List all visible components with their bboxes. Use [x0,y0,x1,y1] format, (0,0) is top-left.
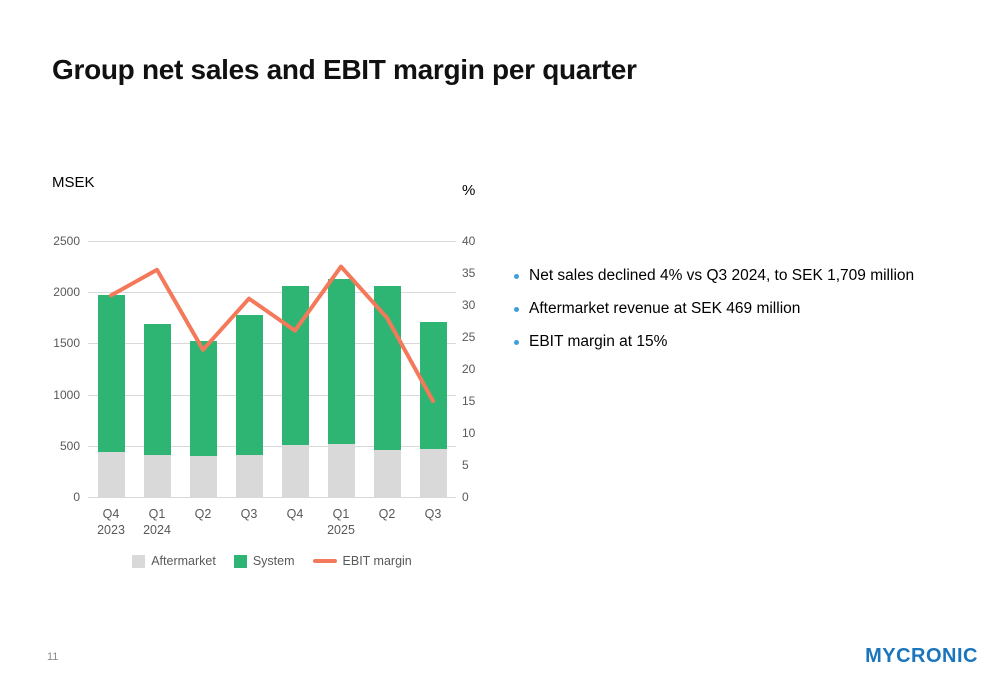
gridline [88,445,456,447]
gridline [88,343,456,345]
bullet-item: EBIT margin at 15% [514,332,954,352]
gridline [88,292,456,294]
bullet-text: Net sales declined 4% vs Q3 2024, to SEK… [529,267,915,284]
x-axis-label: Q3 [424,507,442,521]
right-axis-tick: 10 [462,426,476,440]
bar-aftermarket [97,451,125,497]
gridline [88,497,456,498]
mycronic-logo: MYCRONIC [865,645,978,667]
bullet-item: Net sales declined 4% vs Q3 2024, to SEK… [514,266,954,286]
x-axis-label: Q4 [286,507,304,521]
x-axis-label: Q1 [332,507,350,521]
gridline [88,241,456,242]
bar-system [327,278,355,444]
left-axis-tick: 1000 [53,387,80,402]
right-axis-tick: 35 [462,266,476,280]
right-axis-tick: 25 [462,330,476,344]
bar-system [97,294,125,452]
x-axis-label: Q3 [240,507,258,521]
right-axis-tick: 40 [462,234,476,248]
bullet-text: Aftermarket revenue at SEK 469 million [529,300,801,317]
legend-label: System [252,554,295,568]
bar-aftermarket [143,455,171,497]
x-axis-label: Q1 [148,507,166,521]
legend-color-swatch [233,554,247,568]
left-axis-tick: 1500 [53,336,80,351]
right-axis-tick: 15 [462,394,476,408]
x-axis-year-label: 2025 [327,523,355,537]
gridline [88,394,456,396]
right-axis-tick: 20 [462,362,476,376]
page-number: 11 [47,651,59,663]
right-axis-tick: 5 [462,458,469,472]
x-axis-label: Q2 [378,507,396,521]
legend-item-ebit-margin: EBIT margin [312,554,412,568]
bullet-dot-icon [514,274,519,279]
legend-item-system: System [233,554,295,568]
page-title: Group net sales and EBIT margin per quar… [52,54,637,85]
bullet-dot-icon [514,340,519,345]
chart-legend: Aftermarket System EBIT margin [88,554,456,568]
bar-system [281,286,309,446]
bar-system [143,323,171,455]
bullet-dot-icon [514,307,519,312]
right-axis-unit-label: % [462,182,476,199]
bullet-list: Net sales declined 4% vs Q3 2024, to SEK… [514,266,954,365]
bar-aftermarket [327,443,355,497]
legend-line-swatch [312,559,337,563]
left-axis-tick: 2000 [53,285,80,300]
bar-aftermarket [373,450,401,497]
legend-label: EBIT margin [342,554,412,568]
bar-system [373,285,401,451]
x-axis-year-label: 2024 [143,523,171,537]
x-axis-year-label: 2023 [97,523,125,537]
left-axis-unit-label: MSEK [52,174,95,191]
bar-aftermarket [189,456,217,497]
bar-system [189,341,217,457]
bar-system [235,314,263,455]
bar-aftermarket [419,448,447,497]
bar-aftermarket [235,455,263,497]
left-axis-tick: 0 [73,490,80,504]
left-axis-tick: 500 [59,438,80,453]
bullet-text: EBIT margin at 15% [529,333,668,350]
right-axis-tick: 0 [462,490,469,504]
legend-item-aftermarket: Aftermarket [132,554,216,568]
x-axis-label: Q4 [102,507,120,521]
legend-label: Aftermarket [151,554,216,568]
right-axis-tick: 30 [462,298,476,312]
ebit-margin-line [109,264,435,403]
legend-color-swatch [132,554,146,568]
bar-aftermarket [281,445,309,497]
bullet-item: Aftermarket revenue at SEK 469 million [514,299,954,319]
left-axis-tick: 2500 [53,234,80,248]
x-axis-label: Q2 [194,507,212,521]
